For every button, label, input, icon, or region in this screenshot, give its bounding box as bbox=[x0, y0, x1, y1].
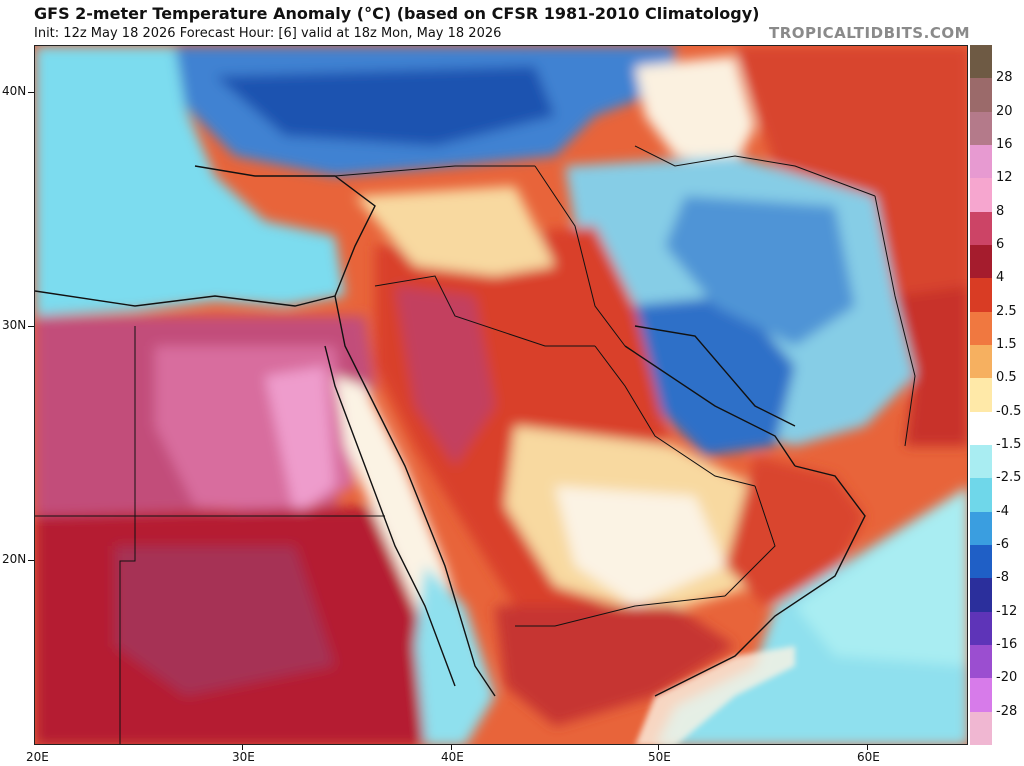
persian-gulf-coast bbox=[624, 345, 796, 467]
syria-mild bbox=[355, 186, 555, 276]
lon-label-50e: 50E bbox=[648, 750, 671, 764]
colorbar-label: 16 bbox=[996, 137, 1013, 152]
colorbar-label: -1.5 bbox=[996, 437, 1022, 452]
anatolia-core-cold bbox=[215, 66, 555, 146]
lat-label-20n: 20N bbox=[2, 552, 27, 566]
arabian-sea-north bbox=[795, 487, 967, 666]
lon-label-20e: 20E bbox=[26, 750, 49, 764]
colorbar-label: -28 bbox=[996, 703, 1018, 719]
colorbar-swatch bbox=[970, 445, 992, 479]
colorbar-label: -4 bbox=[996, 503, 1009, 519]
colorbar-label: 6 bbox=[996, 237, 1005, 252]
iran-gulf-coast bbox=[634, 325, 796, 427]
colorbar-swatch bbox=[970, 611, 992, 646]
colorbar-swatch bbox=[970, 78, 992, 113]
colorbar-swatch bbox=[970, 378, 992, 413]
hejaz-hot bbox=[395, 286, 495, 466]
chad-libya-border bbox=[35, 515, 136, 744]
yemen-warm bbox=[495, 606, 735, 726]
brand-watermark: TROPICALTIDBITS.COM bbox=[769, 24, 970, 42]
lon-label-30e: 30E bbox=[232, 750, 255, 764]
colorbar-swatch bbox=[970, 111, 992, 146]
zagros-cold bbox=[665, 196, 855, 346]
political-borders bbox=[35, 145, 916, 744]
colorbar-swatch bbox=[970, 411, 992, 446]
lat-tick-40n bbox=[28, 92, 34, 93]
colorbar-swatch bbox=[970, 345, 992, 379]
arabia-neutral bbox=[555, 486, 725, 606]
colorbar-swatch bbox=[970, 478, 992, 513]
map-canvas bbox=[35, 46, 967, 744]
arabian-sea-coast bbox=[654, 465, 866, 697]
colorbar-swatch bbox=[970, 278, 992, 313]
colorbar-swatch bbox=[970, 211, 992, 246]
colorbar-swatch bbox=[970, 711, 992, 746]
colorbar-label: 8 bbox=[996, 203, 1005, 219]
map-title: GFS 2-meter Temperature Anomaly (°C) (ba… bbox=[34, 4, 760, 23]
persian-gulf-cold bbox=[625, 296, 795, 456]
lon-label-40e: 40E bbox=[441, 750, 464, 764]
colorbar-swatch bbox=[970, 311, 992, 346]
lat-label-40n: 40N bbox=[2, 84, 27, 98]
colorbar-swatch bbox=[970, 678, 992, 713]
lat-label-30n: 30N bbox=[2, 318, 27, 332]
colorbar-swatch bbox=[970, 178, 992, 213]
central-asia-warm bbox=[735, 46, 967, 306]
gulf-of-aden bbox=[635, 646, 795, 744]
colorbar-swatch bbox=[970, 578, 992, 613]
red-sea-west-coast bbox=[324, 345, 456, 687]
colorbar-label: -0.5 bbox=[996, 403, 1022, 419]
colorbar-label: -20 bbox=[996, 670, 1018, 686]
colorbar-label: -8 bbox=[996, 570, 1009, 586]
lat-tick-20n bbox=[28, 560, 34, 561]
colorbar-label: -6 bbox=[996, 537, 1009, 552]
colorbar-label: 1.5 bbox=[996, 337, 1017, 352]
colorbar: 28 20 16 12 8 6 4 2.5 1.5 0.5 -0.5 -1.5 -2.5 -4 -6 -8 -1… bbox=[970, 45, 1024, 746]
uae-oman-border bbox=[724, 485, 776, 597]
pakistan-warm bbox=[895, 286, 967, 446]
coastlines bbox=[35, 165, 866, 697]
colorbar-swatch bbox=[970, 45, 992, 79]
iraq-iran-border bbox=[534, 165, 626, 347]
saudi-northern-border bbox=[374, 275, 595, 347]
colorbar-label: 20 bbox=[996, 103, 1013, 119]
red-sea-south-cool bbox=[415, 566, 495, 744]
mediterranean-cool-zone bbox=[35, 46, 345, 316]
colorbar-label: 28 bbox=[996, 70, 1013, 86]
colorbar-swatch bbox=[970, 245, 992, 279]
saudi-gulf-border bbox=[594, 345, 756, 487]
turkey-syria-border bbox=[334, 165, 535, 177]
colorbar-swatch bbox=[970, 511, 992, 546]
anomaly-map bbox=[34, 45, 968, 745]
north-africa-coast bbox=[35, 290, 336, 307]
lon-tick-30e bbox=[242, 745, 243, 750]
colorbar-swatch bbox=[970, 645, 992, 679]
lon-label-60e: 60E bbox=[857, 750, 880, 764]
lat-tick-30n bbox=[28, 326, 34, 327]
nile-valley-extreme bbox=[265, 366, 335, 516]
saudi-yemen-border bbox=[515, 595, 726, 627]
chad-hot-core bbox=[115, 546, 335, 696]
red-sea-east-coast bbox=[334, 295, 496, 697]
colorbar-label: 4 bbox=[996, 270, 1005, 286]
oman-warm bbox=[725, 456, 865, 606]
lon-tick-60e bbox=[867, 745, 868, 750]
iran-afghanistan-border bbox=[874, 195, 916, 447]
colorbar-label: 12 bbox=[996, 170, 1013, 186]
colorbar-swatch bbox=[970, 545, 992, 579]
colorbar-label: 2.5 bbox=[996, 303, 1017, 319]
colorbar-swatch bbox=[970, 145, 992, 179]
map-subtitle: Init: 12z May 18 2026 Forecast Hour: [6]… bbox=[34, 26, 502, 41]
iran-northern-border bbox=[634, 145, 876, 197]
lon-tick-50e bbox=[658, 745, 659, 750]
lon-tick-40e bbox=[451, 745, 452, 750]
colorbar-label: -2.5 bbox=[996, 470, 1022, 486]
caspian-region bbox=[635, 56, 755, 166]
levant-turkey-coast bbox=[194, 165, 376, 297]
colorbar-label: 0.5 bbox=[996, 370, 1017, 386]
colorbar-label: -12 bbox=[996, 603, 1018, 619]
colorbar-label: -16 bbox=[996, 637, 1018, 652]
